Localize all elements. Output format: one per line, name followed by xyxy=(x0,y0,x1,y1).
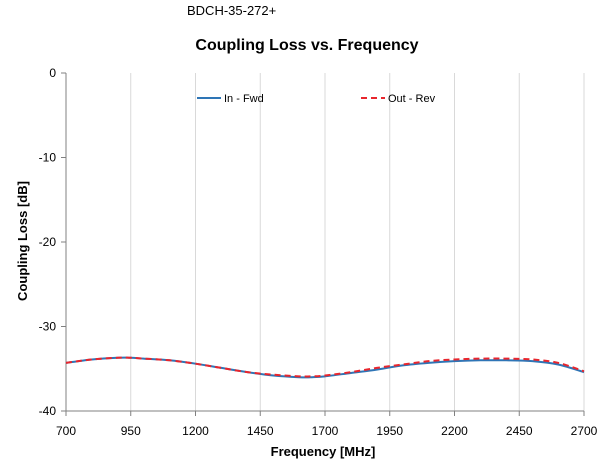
y-axis-title: Coupling Loss [dB] xyxy=(15,181,30,301)
legend-label: In - Fwd xyxy=(224,93,264,105)
x-axis-title: Frequency [MHz] xyxy=(271,444,376,459)
series-lines xyxy=(65,356,585,379)
series-line-out-rev xyxy=(65,356,585,378)
x-tick-label: 1450 xyxy=(247,424,274,438)
chart-title: Coupling Loss vs. Frequency xyxy=(195,37,419,54)
x-tick-label: 950 xyxy=(121,424,141,438)
grid-lines xyxy=(130,73,585,411)
part-number: BDCH-35-272+ xyxy=(187,3,277,18)
x-tick-label: 2450 xyxy=(506,424,533,438)
y-tick-label: -40 xyxy=(39,404,57,418)
x-tick-label: 2200 xyxy=(441,424,468,438)
x-tick-label: 700 xyxy=(56,424,76,438)
x-tick-label: 1950 xyxy=(376,424,403,438)
y-tick-label: -20 xyxy=(39,235,57,249)
x-tick-label: 1700 xyxy=(312,424,339,438)
legend-label: Out - Rev xyxy=(388,93,436,105)
x-tick-label: 2700 xyxy=(571,424,598,438)
y-tick-label: 0 xyxy=(49,66,56,80)
axes xyxy=(61,72,585,416)
y-tick-label: -10 xyxy=(39,151,57,165)
x-tick-label: 1200 xyxy=(182,424,209,438)
tick-labels: 0 -10 -20 -30 -40 700 950 1200 1450 1700 1950 2200 2… xyxy=(39,66,598,438)
legend: In - Fwd Out - Rev xyxy=(197,93,436,105)
y-tick-label: -30 xyxy=(39,320,57,334)
